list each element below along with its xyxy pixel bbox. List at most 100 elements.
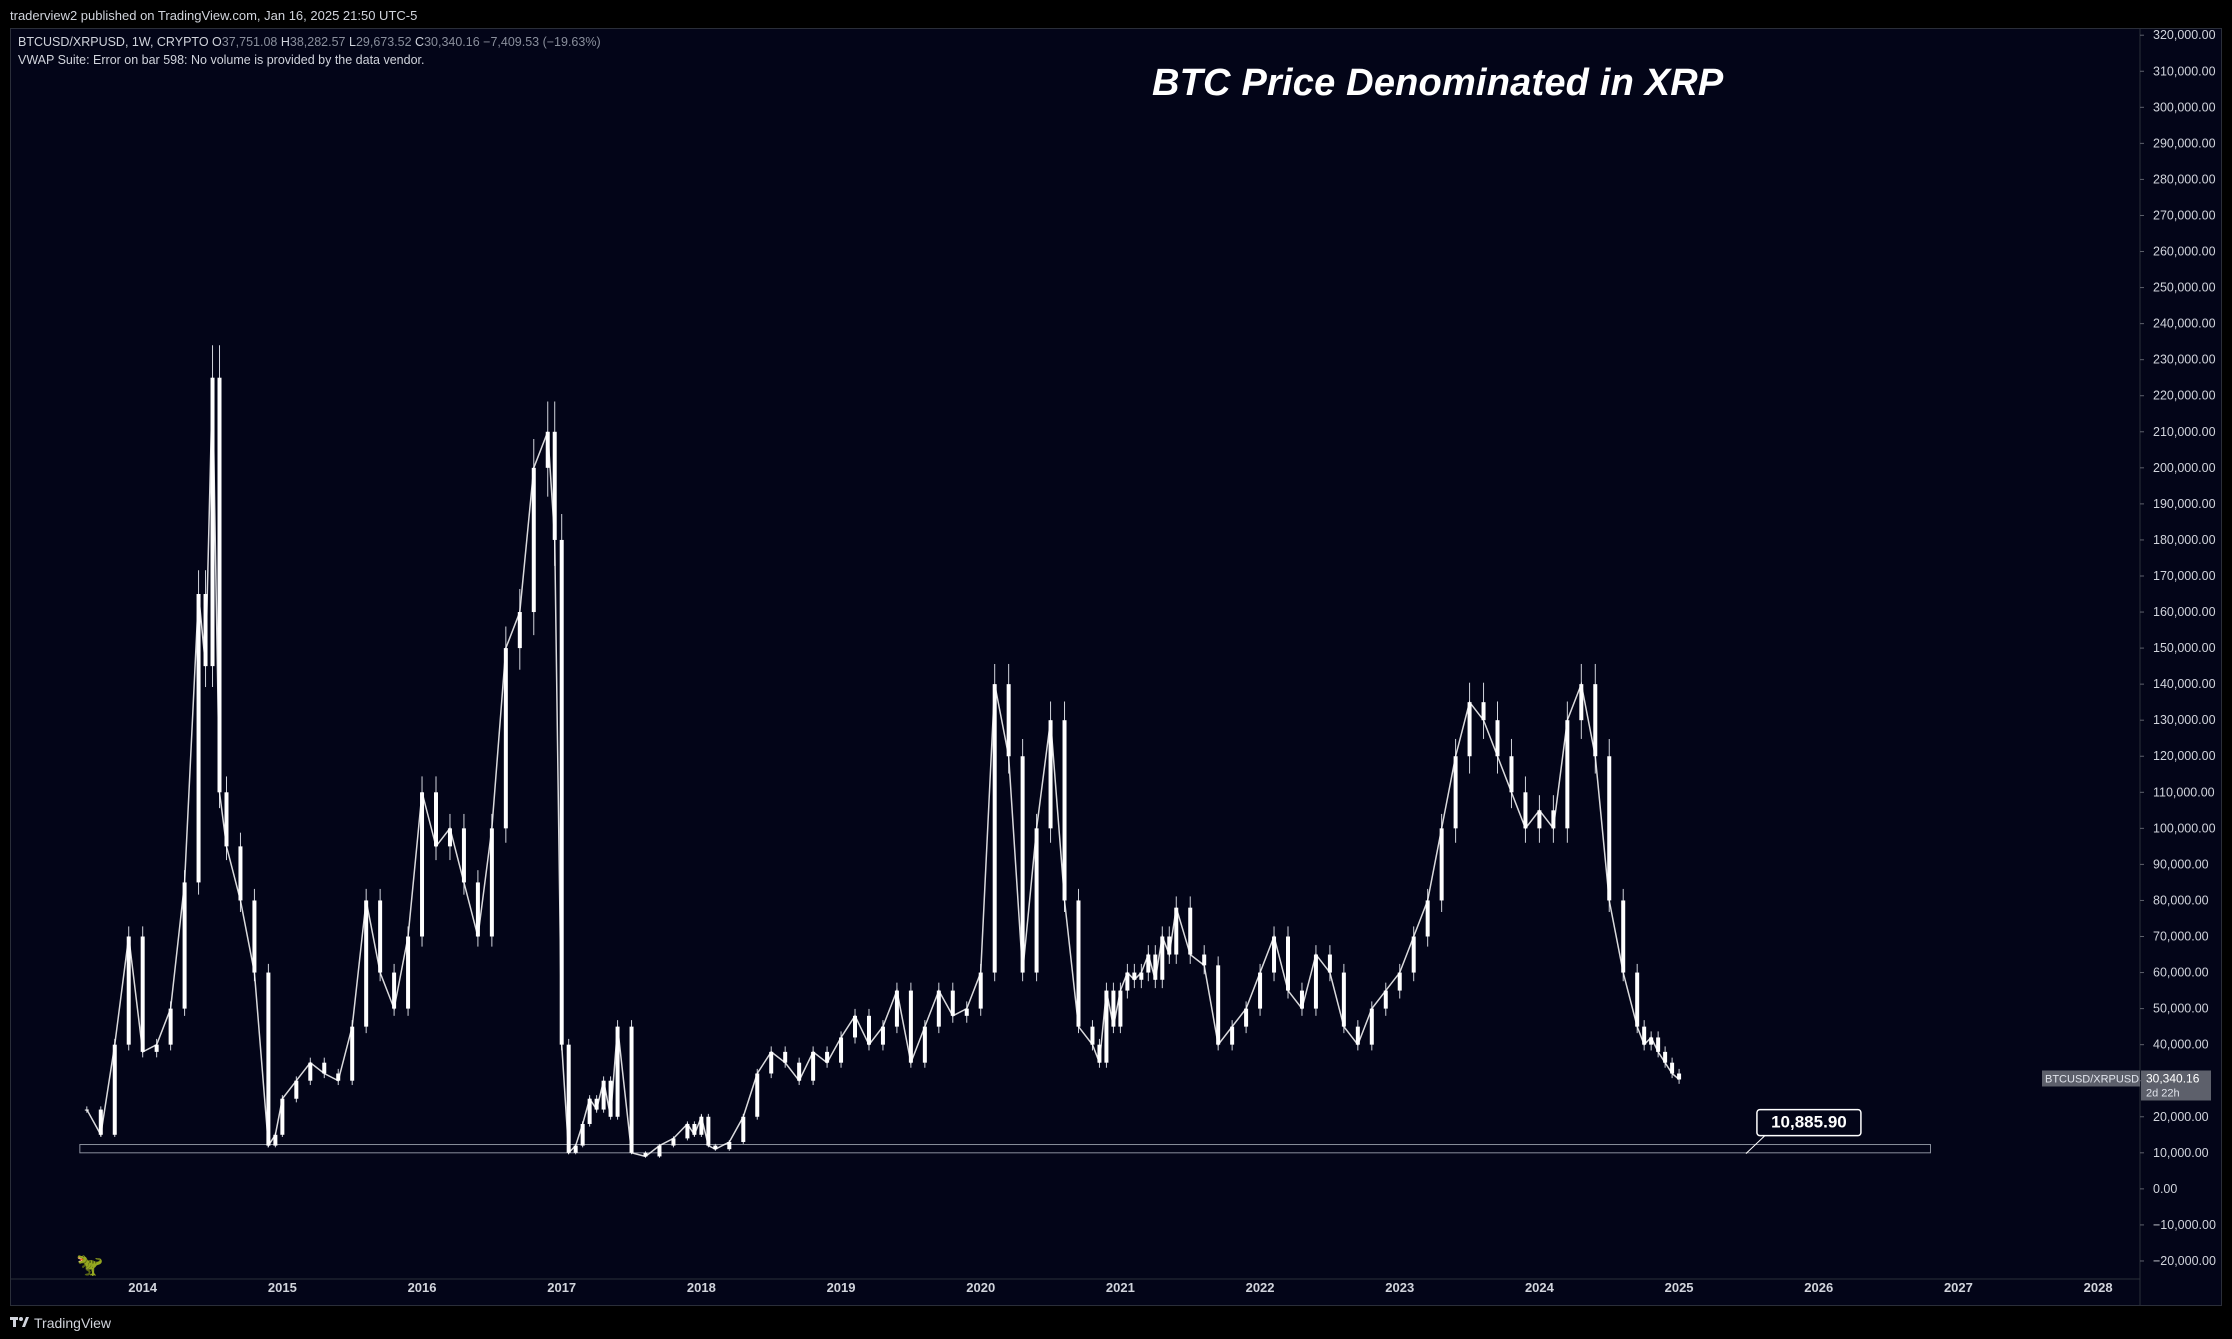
- candle-body: [1062, 720, 1067, 901]
- brand-text[interactable]: TradingView: [34, 1315, 112, 1331]
- candle-body: [1439, 828, 1444, 901]
- candle-body: [580, 1123, 585, 1146]
- legend-high-value: 38,282.57: [289, 35, 346, 49]
- price-axis-tick-label: 130,000.00: [2153, 713, 2216, 727]
- time-axis-tick-label: 2014: [128, 1280, 158, 1295]
- price-axis-tick-label: 200,000.00: [2153, 461, 2216, 475]
- chart-svg[interactable]: 320,000.00 310,000.00 300,000.00 290,000.00…: [0, 0, 2232, 1306]
- legend-high-label: H: [280, 35, 290, 49]
- candle-body: [1565, 720, 1570, 829]
- candle-body: [280, 1098, 285, 1135]
- candle-body: [238, 846, 243, 901]
- candle-body: [706, 1116, 711, 1146]
- candle-body: [880, 1026, 885, 1045]
- candle-body: [1139, 972, 1144, 980]
- candle-body: [210, 377, 215, 667]
- candle-body: [866, 1015, 871, 1045]
- price-axis-tick-label: 300,000.00: [2153, 100, 2216, 114]
- candle-body: [1146, 954, 1151, 973]
- legend-low-value: 29,673.52: [355, 35, 412, 49]
- price-axis-tick-label: 150,000.00: [2153, 641, 2216, 655]
- last-price-label: BTCUSD/XRPUSD 30,340.16 2d 22h: [2042, 1070, 2211, 1101]
- candle-body: [154, 1044, 159, 1052]
- time-axis-tick-label: 2015: [268, 1280, 297, 1295]
- candle-body: [1160, 936, 1165, 980]
- candle-body: [1006, 684, 1011, 757]
- candle-body: [1188, 907, 1193, 955]
- candle-body: [1579, 684, 1584, 721]
- candle-body: [1299, 990, 1304, 1009]
- candle-body: [489, 828, 494, 937]
- price-axis-tick-label: 50,000.00: [2153, 1002, 2209, 1016]
- candle-body: [1167, 936, 1172, 955]
- candle-body: [629, 1026, 634, 1153]
- chart-frame[interactable]: [10, 28, 2222, 1306]
- candle-body: [475, 882, 480, 937]
- legend-change: −7,409.53 (−19.63%): [483, 35, 601, 49]
- candle-body: [783, 1051, 788, 1063]
- candle-body: [608, 1080, 613, 1117]
- price-axis-tick-label: 250,000.00: [2153, 281, 2216, 295]
- candle-body: [336, 1073, 341, 1081]
- candle-body: [615, 1026, 620, 1117]
- candle-body: [1670, 1062, 1675, 1074]
- support-zone-rect: [79, 1144, 1931, 1154]
- candle-body: [1286, 936, 1290, 991]
- legend[interactable]: BTCUSD/XRPUSD, 1W, CRYPTO O37,751.08 H38…: [18, 35, 601, 49]
- time-axis-tick-label: 2023: [1385, 1280, 1414, 1295]
- candle-body: [685, 1123, 690, 1139]
- candle-body: [1230, 1026, 1235, 1045]
- candle-body: [1244, 1008, 1249, 1027]
- candle-body: [1656, 1037, 1661, 1052]
- candle-body: [713, 1145, 718, 1150]
- candle-body: [308, 1062, 313, 1081]
- publisher-line: traderview2 published on TradingView.com…: [10, 8, 418, 23]
- candle-body: [825, 1051, 830, 1063]
- candle-body: [1411, 936, 1416, 973]
- time-axis-tick-label: 2017: [547, 1280, 576, 1295]
- price-axis-tick-label: 40,000.00: [2153, 1038, 2209, 1052]
- time-axis[interactable]: 2014 2015 2016 2017 2018 2019 2020 2021 2022 2023…: [10, 1278, 2140, 1295]
- candle-body: [1104, 990, 1109, 1063]
- candle-body: [196, 594, 201, 883]
- support-zone[interactable]: [79, 1144, 1931, 1154]
- tradingview-logo-icon[interactable]: [10, 1314, 30, 1330]
- candle-body: [447, 828, 452, 847]
- legend-low-label: L: [348, 35, 356, 49]
- candle-body: [1621, 900, 1626, 973]
- candle-body: [601, 1080, 606, 1110]
- price-axis-tick-label: 120,000.00: [2153, 749, 2216, 763]
- price-axis[interactable]: 320,000.00 310,000.00 300,000.00 290,000.00…: [2139, 28, 2216, 1306]
- candle-body: [559, 539, 564, 1045]
- candle-body: [203, 594, 208, 667]
- candle-body: [1327, 954, 1332, 973]
- price-callout[interactable]: 10,885.90: [1745, 1108, 1862, 1154]
- candle-body: [1509, 756, 1514, 793]
- legend-close-value: 30,340.16: [424, 35, 480, 49]
- candle-body: [1551, 810, 1556, 829]
- candle-body: [1397, 972, 1402, 991]
- candle-body: [769, 1051, 774, 1074]
- candle-body: [594, 1098, 599, 1110]
- candle-body: [392, 972, 397, 1009]
- candle-body: [1383, 990, 1388, 1009]
- time-axis-tick-label: 2025: [1665, 1280, 1694, 1295]
- price-tag-countdown: 2d 22h: [2146, 1087, 2180, 1099]
- bottom-bar: [0, 1306, 2232, 1339]
- candle-body: [950, 990, 955, 1016]
- candle-body: [434, 792, 438, 847]
- candle-body: [1216, 965, 1221, 1045]
- candle-body: [322, 1062, 327, 1074]
- price-axis-tick-label: 10,000.00: [2153, 1146, 2209, 1160]
- candle-body: [1090, 1026, 1095, 1045]
- candle-body: [692, 1123, 697, 1135]
- candle-body: [1467, 702, 1472, 757]
- candle-body: [1341, 972, 1346, 1027]
- candle-body: [908, 990, 913, 1063]
- price-axis-tick-label: 220,000.00: [2153, 389, 2216, 403]
- price-axis-tick-label: 70,000.00: [2153, 930, 2209, 944]
- candle-body: [406, 936, 411, 1009]
- vwap-error-message: VWAP Suite: Error on bar 598: No volume …: [18, 53, 425, 67]
- candle-body: [273, 1134, 278, 1146]
- candle-body: [1453, 756, 1458, 829]
